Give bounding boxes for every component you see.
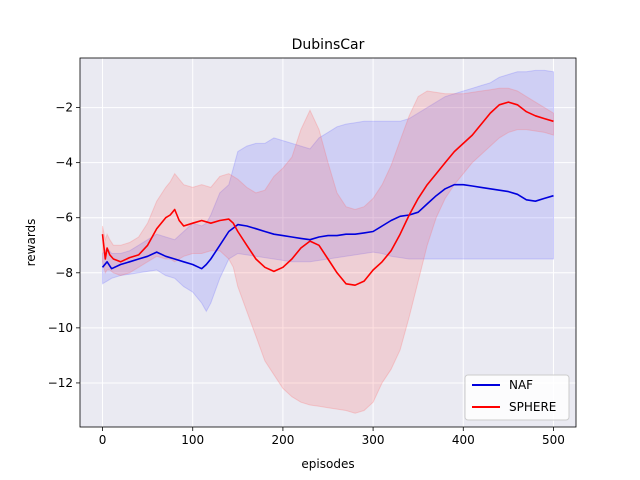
axis-ticks: 0 100 200 300 400 500 −12 −10 −8 −6 −4 −2 <box>48 101 565 447</box>
y-tick-label-0: −12 <box>48 376 73 390</box>
legend: NAF SPHERE <box>464 374 570 421</box>
y-tick-label-5: −2 <box>55 101 73 115</box>
sphere-line <box>101 101 554 287</box>
plot-area <box>80 58 576 427</box>
y-tick-label-2: −8 <box>55 266 73 280</box>
x-tick-label-1: 100 <box>181 433 204 447</box>
x-axis-label: episodes <box>301 457 354 471</box>
y-tick-label-4: −4 <box>55 156 73 170</box>
x-tick-label-4: 400 <box>452 433 475 447</box>
x-tick-label-3: 300 <box>362 433 385 447</box>
y-tick-label-3: −6 <box>55 211 73 225</box>
legend-box <box>464 374 570 421</box>
legend-label-naf: NAF <box>509 378 533 392</box>
plot-frame <box>79 57 577 428</box>
naf-line <box>101 183 554 270</box>
y-tick-label-1: −10 <box>48 321 73 335</box>
x-tick-label-5: 500 <box>542 433 565 447</box>
legend-label-sphere: SPHERE <box>509 400 556 414</box>
chart-title: DubinsCar <box>292 37 365 53</box>
x-tick-label-2: 200 <box>271 433 294 447</box>
sphere-band <box>102 87 554 414</box>
x-tick-label-0: 0 <box>99 433 107 447</box>
y-axis-label: rewards <box>24 219 38 267</box>
series-lines <box>101 101 554 287</box>
